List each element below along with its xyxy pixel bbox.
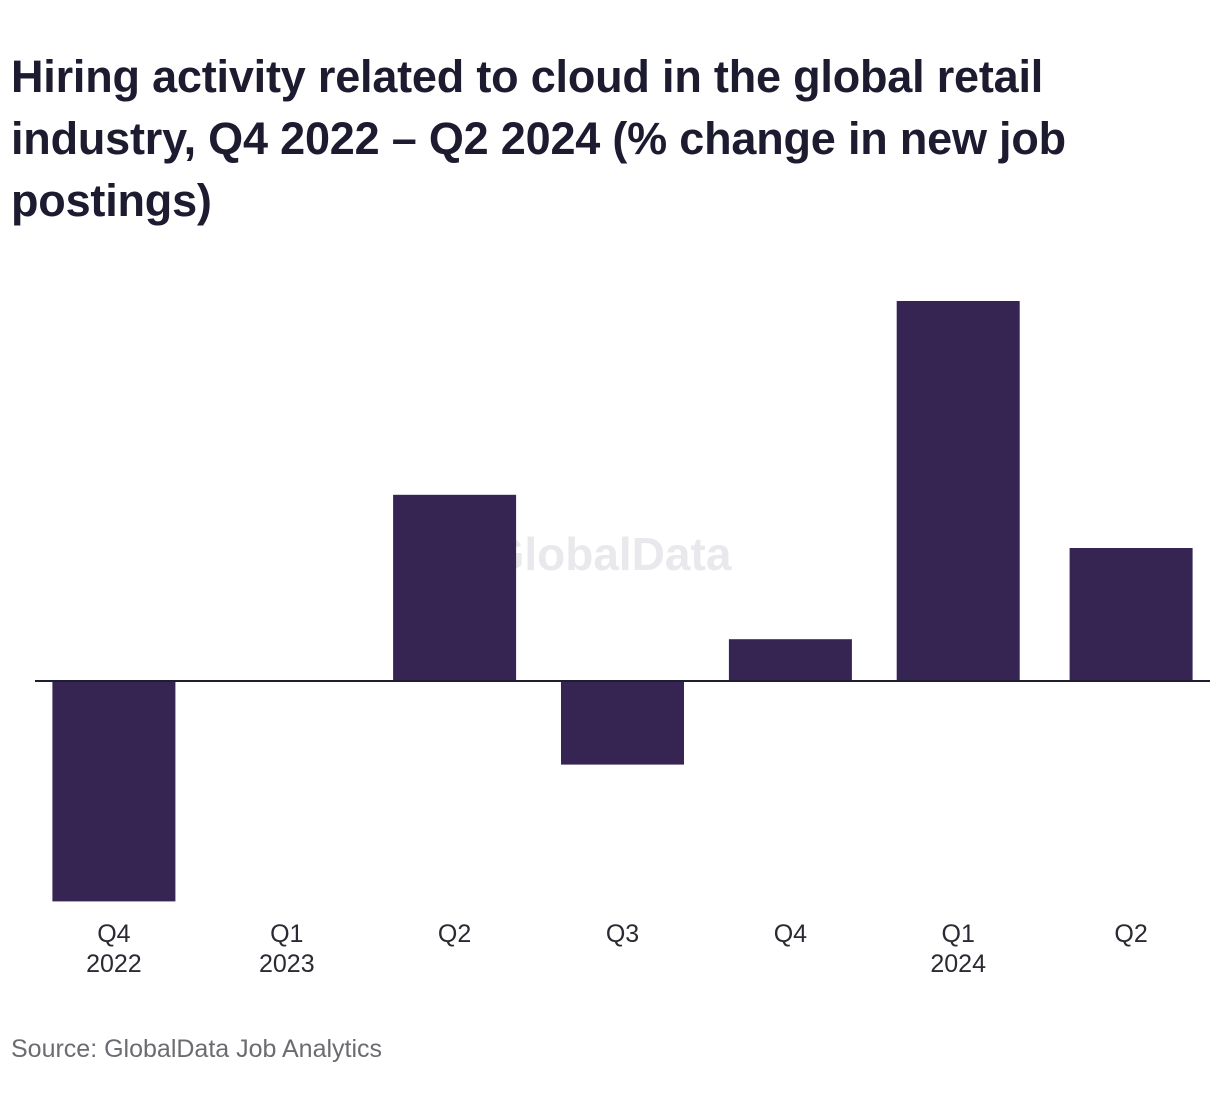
bar-2 [393, 494, 517, 681]
x-tick-label-0: Q4 2022 [86, 920, 142, 978]
bars-group [52, 301, 1193, 902]
x-tick-label-1: Q1 2023 [259, 920, 315, 978]
watermark: GlobalData [489, 528, 732, 580]
bar-0 [52, 681, 176, 902]
x-tick-label-6: Q2 [1114, 920, 1147, 948]
source-note: Source: GlobalData Job Analytics [11, 1035, 383, 1063]
bar-6 [1069, 548, 1193, 681]
bar-4 [728, 639, 852, 681]
bar-5 [896, 301, 1020, 681]
chart-title: Hiring activity related to cloud in the … [11, 51, 1066, 226]
bar-3 [561, 681, 684, 765]
x-tick-label-5: Q1 2024 [930, 920, 986, 978]
x-tick-label-3: Q3 [606, 920, 639, 948]
x-axis-tick-labels: Q4 2022 Q1 2023 Q2 Q3 Q4 Q1 2024 Q2 [86, 920, 1148, 978]
x-tick-label-2: Q2 [438, 920, 471, 948]
x-tick-label-4: Q4 [774, 920, 807, 948]
